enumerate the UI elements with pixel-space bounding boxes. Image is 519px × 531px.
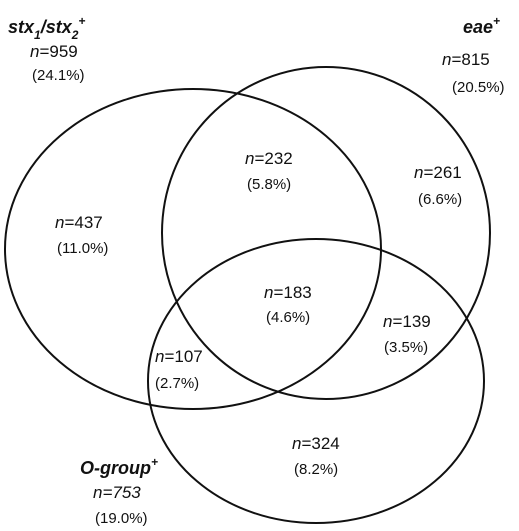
region-count-eae-only: n=261: [414, 163, 462, 182]
region-pct-stx-eae: (5.8%): [247, 176, 291, 193]
region-count-stx-eae: n=232: [245, 149, 293, 168]
region-count-stx-only: n=437: [55, 213, 103, 232]
set-pct-ogroup: (19.0%): [95, 510, 148, 527]
region-count-all-three: n=183: [264, 283, 312, 302]
set-count-eae: n=815: [442, 50, 490, 69]
region-pct-all-three: (4.6%): [266, 309, 310, 326]
region-pct-ogroup-only: (8.2%): [294, 461, 338, 478]
region-pct-stx-only: (11.0%): [57, 240, 108, 257]
region-count-stx-ogroup: n=107: [155, 347, 203, 366]
set-pct-eae: (20.5%): [452, 79, 505, 96]
set-count-stx: n=959: [30, 42, 78, 61]
circle-ogroup: [147, 238, 485, 524]
set-title-stx: stx1/stx2+: [8, 14, 85, 42]
set-count-ogroup: n=753: [93, 483, 141, 502]
region-count-ogroup-only: n=324: [292, 434, 340, 453]
region-pct-stx-ogroup: (2.7%): [155, 375, 199, 392]
set-title-eae: eae+: [463, 14, 500, 37]
set-pct-stx: (24.1%): [32, 67, 85, 84]
circle-eae: [161, 66, 491, 400]
region-pct-eae-only: (6.6%): [418, 191, 462, 208]
region-count-eae-ogroup: n=139: [383, 312, 431, 331]
region-pct-eae-ogroup: (3.5%): [384, 339, 428, 356]
set-title-ogroup: O-group+: [80, 455, 158, 478]
